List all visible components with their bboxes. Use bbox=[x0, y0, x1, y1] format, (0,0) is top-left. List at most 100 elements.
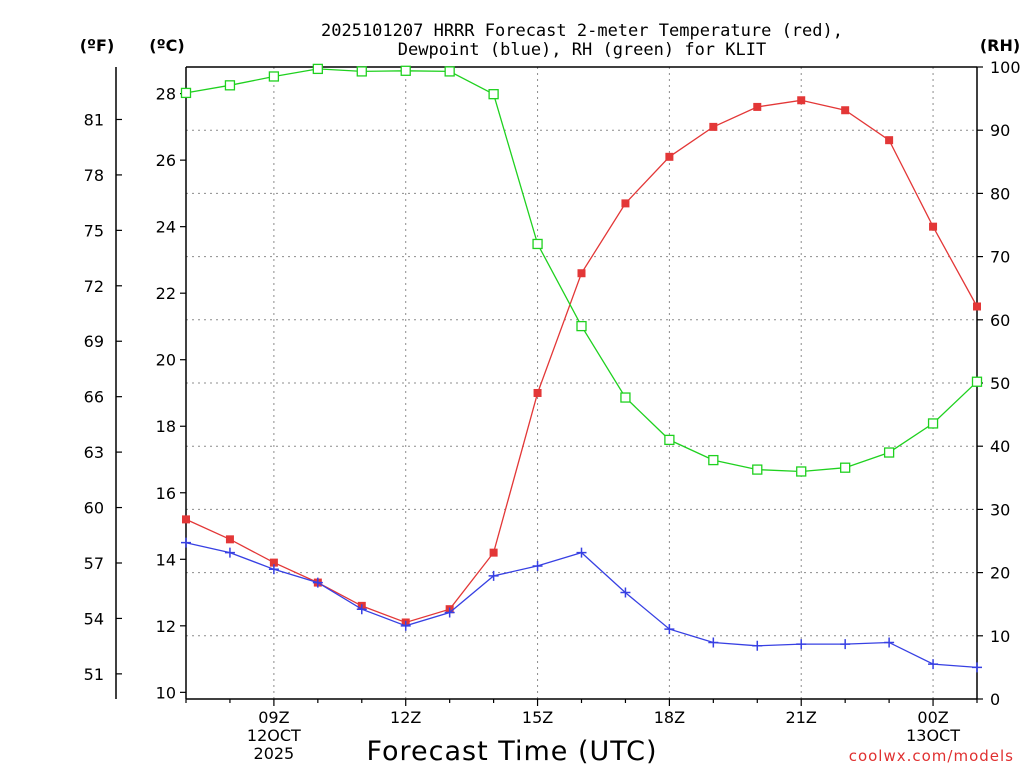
rh-point bbox=[400, 65, 411, 76]
temperature-point bbox=[885, 136, 894, 145]
rh-tick-label: 20 bbox=[990, 564, 1010, 583]
dewpoint-point bbox=[224, 547, 235, 558]
temperature-point bbox=[269, 558, 278, 567]
rh-tick-label: 90 bbox=[990, 121, 1010, 140]
x-tick-label: 15Z bbox=[522, 708, 553, 727]
x-tick-year-label: 2025 bbox=[254, 744, 295, 763]
rh-tick-label: 50 bbox=[990, 374, 1010, 393]
dewpoint-point bbox=[752, 640, 763, 651]
x-tick-label: 00Z bbox=[917, 708, 948, 727]
rh-point bbox=[620, 392, 631, 403]
fahrenheit-tick-label: 63 bbox=[84, 443, 104, 462]
x-tick-label: 12Z bbox=[390, 708, 421, 727]
watermark: coolwx.com/models bbox=[849, 747, 1014, 765]
celsius-tick-label: 20 bbox=[156, 351, 176, 370]
dewpoint-point bbox=[972, 662, 982, 673]
temperature-point bbox=[621, 199, 630, 208]
rh-tick-label: 100 bbox=[990, 58, 1021, 77]
fahrenheit-tick-label: 66 bbox=[84, 388, 104, 407]
x-tick-label: 09Z bbox=[258, 708, 289, 727]
x-tick-label: 21Z bbox=[786, 708, 817, 727]
rh-point bbox=[840, 462, 851, 473]
data-series bbox=[180, 63, 983, 673]
rh-tick-label: 10 bbox=[990, 627, 1010, 646]
tick-labels: 10 12 14 16 18 20 22 24 26 28 51 54 57 60 63 66 69 72 75 78… bbox=[84, 58, 1021, 763]
dewpoint-point bbox=[620, 587, 631, 598]
temperature-point bbox=[929, 222, 938, 231]
fahrenheit-tick-label: 81 bbox=[84, 110, 104, 129]
temperature-point bbox=[797, 96, 806, 105]
rh-point bbox=[268, 71, 280, 82]
dewpoint-point bbox=[840, 639, 851, 650]
dewpoint-line bbox=[185, 542, 978, 669]
dewpoint-point bbox=[708, 637, 719, 648]
temperature-line bbox=[185, 99, 978, 624]
celsius-tick-label: 18 bbox=[156, 417, 176, 436]
dewpoint-point bbox=[796, 639, 807, 650]
rh-unit-label: (RH) bbox=[980, 36, 1020, 55]
rh-point bbox=[180, 87, 192, 99]
dewpoint-point bbox=[664, 624, 675, 635]
dewpoint-point bbox=[312, 577, 323, 588]
rh-tick-label: 60 bbox=[990, 311, 1010, 330]
fahrenheit-tick-label: 60 bbox=[84, 499, 104, 518]
dewpoint-point bbox=[576, 547, 587, 558]
fahrenheit-tick-label: 75 bbox=[84, 221, 104, 240]
rh-tick-label: 0 bbox=[990, 690, 1000, 709]
rh-point bbox=[356, 66, 367, 77]
rh-point bbox=[312, 63, 323, 75]
chart-axes bbox=[115, 66, 983, 706]
dewpoint-point bbox=[532, 560, 543, 571]
temperature-point bbox=[973, 302, 981, 311]
rh-tick-label: 40 bbox=[990, 437, 1010, 456]
rh-point bbox=[796, 466, 807, 477]
rh-point bbox=[224, 80, 236, 91]
chart-title: 2025101207 HRRR Forecast 2-meter Tempera… bbox=[321, 21, 843, 41]
fahrenheit-tick-label: 51 bbox=[84, 665, 104, 684]
rh-point bbox=[664, 434, 675, 446]
fahrenheit-tick-label: 54 bbox=[84, 609, 104, 628]
fahrenheit-tick-label: 78 bbox=[84, 166, 104, 185]
fahrenheit-tick-label: 72 bbox=[84, 277, 104, 296]
dewpoint-point bbox=[356, 604, 367, 615]
temperature-point bbox=[225, 535, 234, 544]
rh-point bbox=[971, 376, 983, 387]
temperature-point bbox=[753, 102, 762, 111]
fahrenheit-tick-label: 57 bbox=[84, 554, 104, 573]
rh-point bbox=[576, 320, 587, 332]
temperature-point bbox=[841, 106, 850, 115]
x-tick-label: 18Z bbox=[654, 708, 685, 727]
rh-point bbox=[444, 66, 455, 77]
x-axis-label: Forecast Time (UTC) bbox=[366, 736, 657, 767]
celsius-tick-label: 26 bbox=[156, 151, 176, 170]
dewpoint-point bbox=[181, 537, 191, 548]
temperature-point bbox=[577, 269, 586, 278]
celsius-unit-label: (ºC) bbox=[149, 36, 184, 55]
x-tick-date-label: 13OCT bbox=[906, 726, 960, 745]
dewpoint-point bbox=[928, 659, 939, 670]
fahrenheit-unit-label: (ºF) bbox=[80, 36, 115, 55]
rh-point bbox=[927, 418, 939, 429]
dewpoint-point bbox=[488, 570, 499, 581]
rh-tick-label: 80 bbox=[990, 184, 1010, 203]
rh-point bbox=[752, 464, 763, 475]
celsius-tick-label: 22 bbox=[156, 284, 176, 303]
rh-point bbox=[532, 238, 543, 250]
rh-tick-label: 70 bbox=[990, 248, 1010, 267]
rh-point bbox=[488, 89, 499, 100]
temperature-point bbox=[709, 122, 718, 131]
temperature-point bbox=[665, 152, 674, 161]
rh-point bbox=[708, 454, 719, 466]
celsius-tick-label: 14 bbox=[156, 550, 176, 569]
celsius-tick-label: 16 bbox=[156, 484, 176, 503]
rh-point bbox=[883, 447, 895, 458]
temperature-point bbox=[533, 388, 542, 397]
dewpoint-point bbox=[884, 637, 895, 648]
celsius-tick-label: 28 bbox=[156, 85, 176, 104]
grid-lines bbox=[186, 67, 977, 699]
dewpoint-point bbox=[400, 620, 411, 631]
celsius-tick-label: 12 bbox=[156, 617, 176, 636]
dewpoint-point bbox=[268, 564, 279, 575]
chart-subtitle: Dewpoint (blue), RH (green) for KLIT bbox=[398, 40, 766, 60]
x-tick-date-label: 12OCT bbox=[247, 726, 301, 745]
